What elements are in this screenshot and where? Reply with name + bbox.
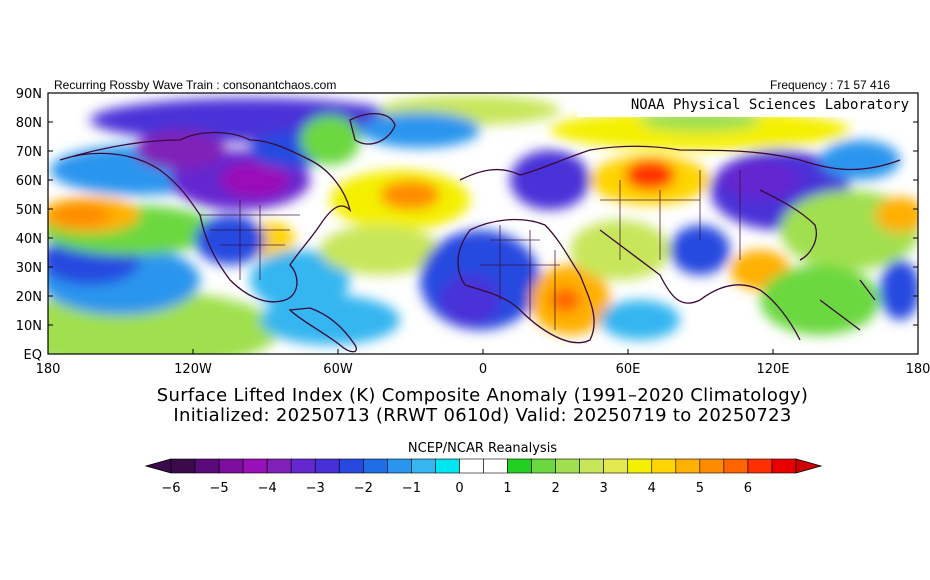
colorbar-label: −3 [306, 481, 325, 496]
colorbar-swatch [603, 458, 629, 474]
colorbar-label: −5 [209, 481, 228, 496]
colorbar-swatch [723, 458, 749, 474]
colorbar-swatch [555, 458, 580, 474]
lat-label: 80N [16, 116, 42, 131]
colorbar-right-arrow [795, 458, 823, 474]
lat-label: 50N [16, 203, 42, 218]
lat-label: 60N [16, 174, 42, 189]
lat-label: 90N [16, 87, 42, 102]
colorbar-swatch [218, 458, 244, 474]
colorbar-label: −6 [161, 481, 180, 496]
lat-label: 70N [16, 145, 42, 160]
colorbar-swatch [771, 458, 797, 474]
colorbar-swatch [507, 458, 532, 474]
lon-label: 120E [756, 362, 789, 377]
lon-label: 0 [479, 362, 487, 377]
colorbar-swatch [435, 458, 460, 474]
figure-title-line1: Surface Lifted Index (K) Composite Anoma… [156, 385, 809, 406]
colorbar-swatch [290, 458, 316, 474]
colorbar-swatch [747, 458, 773, 474]
colorbar-swatch [387, 458, 412, 474]
colorbar-label: −2 [354, 481, 373, 496]
lon-label: 180 [906, 362, 930, 377]
colorbar-label: −1 [402, 481, 421, 496]
colorbar-swatch [170, 458, 196, 474]
credit-text: NOAA Physical Sciences Laboratory [631, 97, 909, 113]
anomaly-field [48, 93, 918, 354]
colorbar-swatch [627, 458, 653, 474]
header-left-text: Recurring Rossby Wave Train : consonantc… [54, 78, 337, 92]
colorbar-swatch [338, 458, 364, 474]
colorbar-swatch [314, 458, 340, 474]
colorbar-swatch [266, 458, 292, 474]
colorbar-label: 3 [600, 481, 608, 496]
colorbar [144, 458, 823, 474]
colorbar-swatch [363, 458, 388, 474]
colorbar-swatch [579, 458, 604, 474]
lon-label: 60E [616, 362, 641, 377]
lat-label: 30N [16, 261, 42, 276]
credit-box [577, 93, 917, 117]
colorbar-left-arrow [144, 458, 172, 474]
latitude-axis: 90N 80N 70N 60N 50N 40N 30N 20N 10N EQ [16, 87, 918, 363]
colorbar-swatch [675, 458, 701, 474]
lon-label: 60W [323, 362, 353, 377]
colorbar-swatch [411, 458, 436, 474]
lat-label: 20N [16, 290, 42, 305]
coastlines [59, 113, 901, 353]
figure-title-line2: Initialized: 20250713 (RRWT 0610d) Valid… [173, 405, 792, 426]
lon-label: 120W [174, 362, 212, 377]
lon-label: 180 [36, 362, 61, 377]
colorbar-labels: −6 −5 −4 −3 −2 −1 0 1 2 3 4 5 6 [161, 481, 752, 496]
borders [200, 170, 741, 330]
longitude-axis: 180 120W 60W 0 60E 120E 180 [36, 349, 930, 377]
lat-label: EQ [24, 348, 42, 363]
colorbar-swatch [242, 458, 268, 474]
lat-label: 10N [16, 319, 42, 334]
header-frequency-text: Frequency : 71 57 416 [770, 78, 891, 92]
colorbar-label: 6 [744, 481, 752, 496]
colorbar-swatch [699, 458, 725, 474]
colorbar-swatch [194, 458, 220, 474]
colorbar-swatch [483, 458, 508, 474]
colorbar-label: 1 [503, 481, 511, 496]
colorbar-swatch [459, 458, 484, 474]
colorbar-label: 2 [551, 481, 559, 496]
lat-label: 40N [16, 232, 42, 247]
colorbar-label: 0 [455, 481, 463, 496]
colorbar-label: −4 [258, 481, 277, 496]
colorbar-title: NCEP/NCAR Reanalysis [407, 441, 558, 456]
colorbar-swatch [651, 458, 677, 474]
colorbar-label: 5 [696, 481, 704, 496]
colorbar-label: 4 [648, 481, 656, 496]
colorbar-swatch [531, 458, 556, 474]
